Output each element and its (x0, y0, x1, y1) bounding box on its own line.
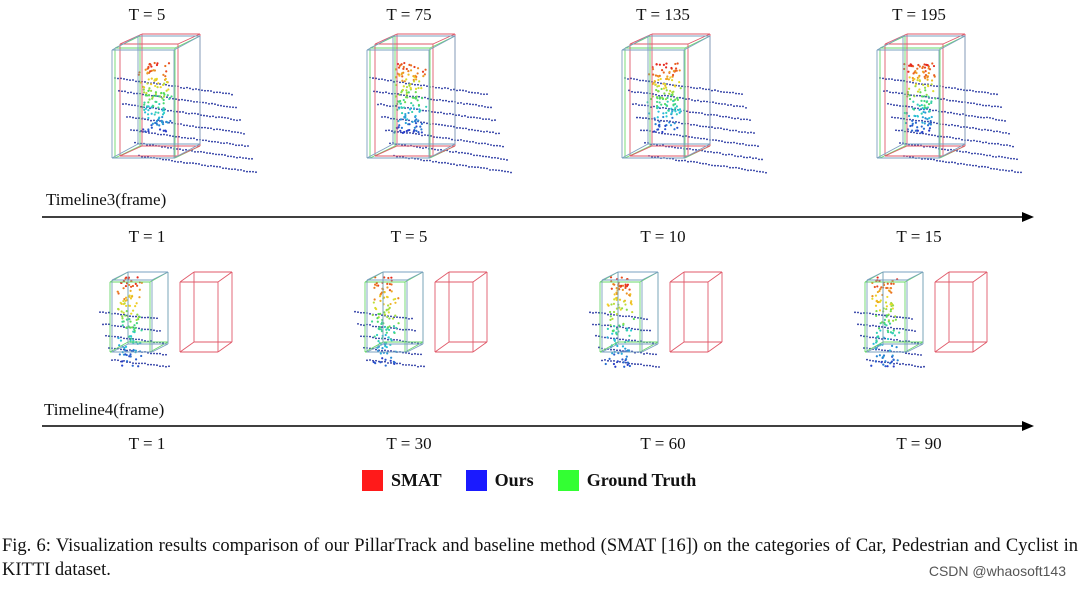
legend-item-gt: Ground Truth (557, 469, 697, 491)
watermark: CSDN @whaosoft143 (928, 563, 1066, 579)
point-cloud-panel-r1-1 (111, 33, 257, 174)
timeline4-label-2: T = 30 (386, 434, 432, 453)
legend-item-smat: SMAT (362, 469, 442, 491)
row1-label-3: T = 135 (636, 5, 690, 24)
legend-swatch-ours (465, 469, 487, 491)
point-cloud-panel-r1-3 (621, 33, 767, 174)
timeline3-name: Timeline3(frame) (46, 190, 167, 209)
row1-label-1: T = 5 (128, 5, 166, 24)
legend-label-smat: SMAT (391, 469, 442, 490)
legend-label-ours: Ours (494, 469, 534, 490)
timeline3-label-4: T = 15 (896, 227, 942, 246)
legend-swatch-gt (557, 469, 579, 491)
point-cloud-panel-r2-1 (99, 271, 233, 368)
timeline3-label-1: T = 1 (128, 227, 166, 246)
timeline4-arrow (42, 421, 1034, 431)
timeline4-name: Timeline4(frame) (44, 400, 165, 419)
timeline4-label-1: T = 1 (128, 434, 166, 453)
timeline4-label-4: T = 90 (896, 434, 942, 453)
legend-label-gt: Ground Truth (586, 469, 697, 490)
point-cloud-panel-r2-4 (854, 271, 988, 368)
point-cloud-panel-r2-3 (589, 271, 723, 368)
point-cloud-panel-r1-4 (876, 33, 1022, 174)
legend: SMAT Ours Ground Truth (362, 468, 720, 492)
legend-item-ours: Ours (465, 469, 534, 491)
timeline3-label-3: T = 10 (640, 227, 686, 246)
point-cloud-panel-r2-2 (354, 271, 488, 368)
timeline3-label-2: T = 5 (390, 227, 428, 246)
row1-label-2: T = 75 (386, 5, 432, 24)
figure-caption: Fig. 6: Visualization results comparison… (2, 536, 1078, 580)
legend-swatch-smat (362, 469, 383, 491)
point-cloud-panel-r1-2 (366, 33, 512, 174)
timeline3-arrow (42, 212, 1034, 222)
timeline4-label-3: T = 60 (640, 434, 686, 453)
row1-label-4: T = 195 (892, 5, 946, 24)
